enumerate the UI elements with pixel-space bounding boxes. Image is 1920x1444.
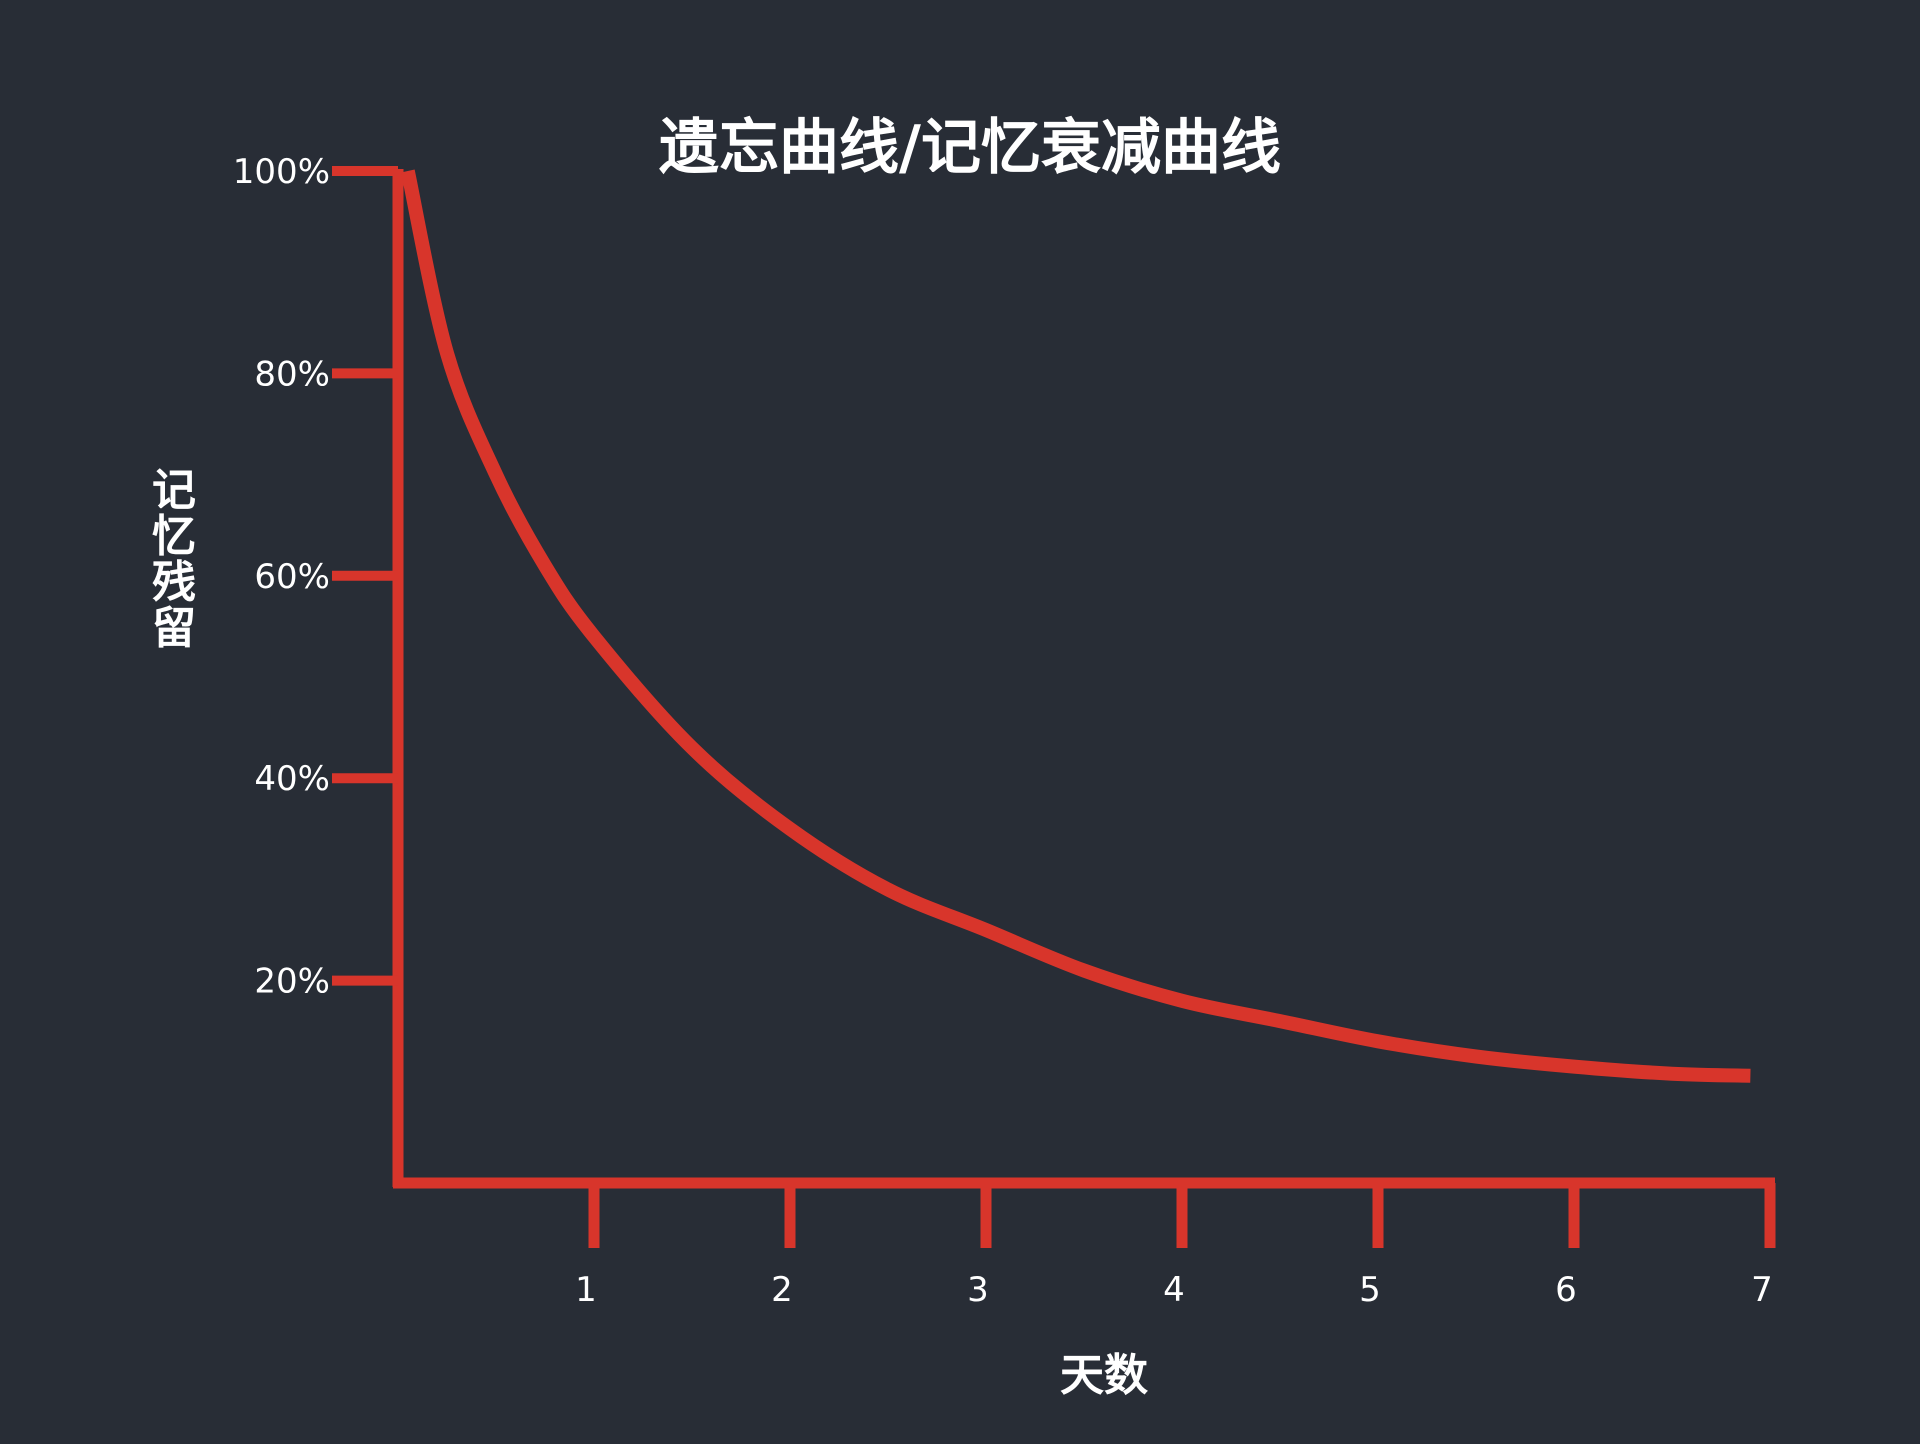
y-axis-label-char: 忆 (152, 511, 196, 562)
x-axis-label: 天数 (1060, 1350, 1148, 1401)
y-tick-label: 100% (233, 152, 330, 192)
y-tick-label: 20% (254, 962, 330, 1002)
y-tick-label: 40% (254, 759, 330, 799)
x-tick-label: 1 (575, 1270, 597, 1310)
x-ticks: 1 2 3 4 5 6 7 (575, 1183, 1776, 1310)
y-tick-label: 60% (254, 557, 330, 597)
forgetting-curve-line (400, 169, 1751, 1083)
x-tick-label: 3 (967, 1270, 989, 1310)
x-tick-label: 5 (1359, 1270, 1381, 1310)
x-tick-label: 7 (1751, 1270, 1773, 1310)
x-tick-label: 6 (1555, 1270, 1577, 1310)
y-axis-label-char: 残 (152, 557, 196, 608)
y-ticks: 20% 40% 60% 80% 100% (233, 152, 398, 1002)
x-tick-label: 2 (771, 1270, 793, 1310)
axes (392, 169, 1775, 1189)
y-axis-label-char: 记 (152, 465, 196, 516)
chart-title: 遗忘曲线/记忆衰减曲线 (659, 113, 1281, 183)
x-tick-label: 4 (1163, 1270, 1185, 1310)
y-axis-label-char: 留 (152, 603, 196, 654)
y-tick-label: 80% (254, 354, 330, 394)
